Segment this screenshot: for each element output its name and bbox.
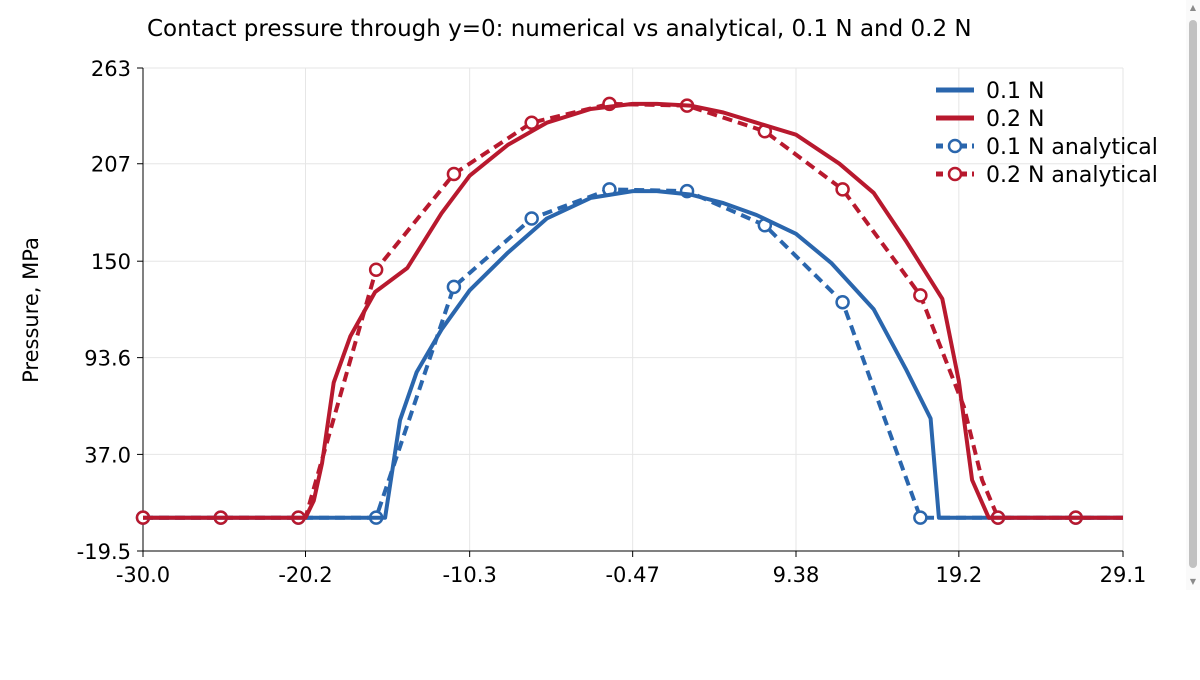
- axes: -30.0 -20.2 -10.3 -0.47 9.38 19.2 29.1 263 207 15…: [77, 57, 1147, 587]
- vertical-scrollbar[interactable]: ▲ ▼: [1186, 0, 1200, 590]
- x-tick-label: -20.2: [278, 563, 332, 587]
- scroll-up-arrow-icon[interactable]: ▲: [1189, 3, 1197, 12]
- y-tick-label: 150: [91, 250, 131, 274]
- y-tick-label: 207: [91, 153, 131, 177]
- grid: [142, 67, 1124, 552]
- legend-label: 0.1 N: [986, 79, 1044, 104]
- series-marker: [524, 211, 539, 226]
- scroll-down-arrow-icon[interactable]: ▼: [1189, 577, 1197, 586]
- legend-label: 0.2 N: [986, 107, 1044, 132]
- series-marker: [446, 279, 462, 295]
- x-tick-label: 29.1: [1100, 563, 1147, 587]
- x-tick-label: -30.0: [116, 563, 170, 587]
- series-marker: [524, 115, 539, 130]
- legend-label: 0.2 N analytical: [986, 163, 1158, 188]
- legend-marker: [947, 166, 963, 182]
- series-marker: [835, 182, 850, 197]
- legend-label: 0.1 N analytical: [986, 135, 1158, 160]
- legend-marker: [947, 138, 963, 154]
- series-marker: [913, 288, 928, 303]
- x-tick-label: -10.3: [442, 563, 496, 587]
- series-marker: [913, 510, 928, 525]
- scrollbar-thumb[interactable]: [1189, 20, 1197, 568]
- y-tick-label: 263: [91, 57, 131, 81]
- plot-series: [135, 96, 1123, 525]
- y-tick-label: 37.0: [84, 443, 131, 467]
- x-tick-label: 19.2: [935, 563, 982, 587]
- series-marker: [446, 166, 462, 182]
- y-tick-label: -19.5: [77, 540, 131, 564]
- series-marker: [835, 294, 850, 310]
- y-tick-label: 93.6: [84, 347, 131, 371]
- x-tick-label: -0.47: [605, 563, 659, 587]
- legend: 0.1 N 0.2 N 0.1 N analytical 0.2 N analytic…: [936, 79, 1158, 188]
- x-tick-label: 9.38: [773, 563, 820, 587]
- chart-title: Contact pressure through y=0: numerical …: [147, 16, 972, 42]
- y-axis-label: Pressure, MPa: [19, 237, 43, 383]
- series-line-0: [143, 189, 1123, 520]
- series-marker: [368, 262, 384, 277]
- series-line-1: [143, 101, 1123, 520]
